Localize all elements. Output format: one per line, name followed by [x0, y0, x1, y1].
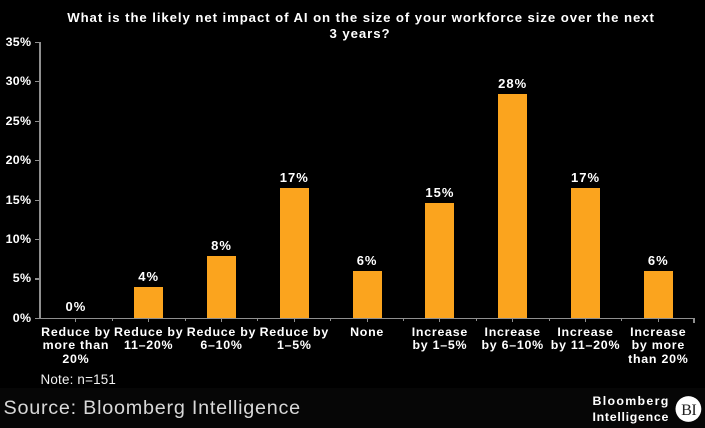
- svg-text:BI: BI: [681, 401, 696, 419]
